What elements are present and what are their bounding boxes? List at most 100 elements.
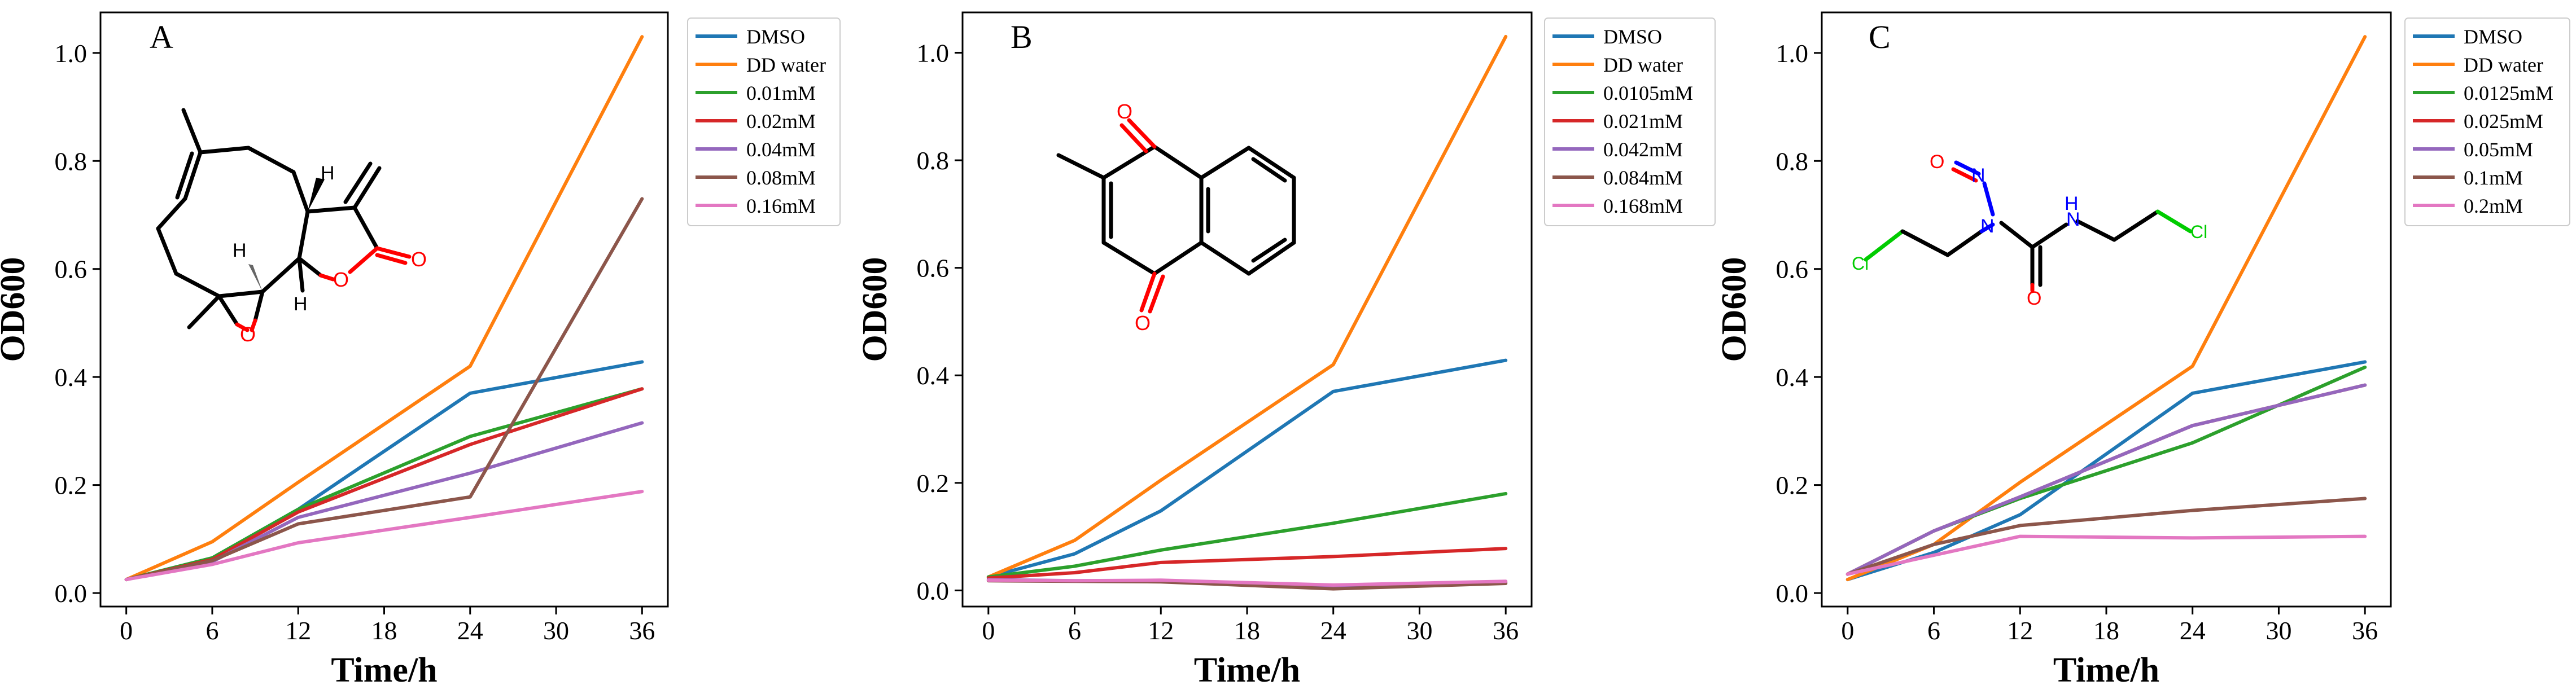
- x-axis-label: Time/h: [331, 651, 437, 689]
- x-tick-label: 0: [120, 616, 133, 645]
- carmustine-structure-icon: O N N H N O Cl Cl: [1852, 151, 2207, 309]
- x-tick-label: 0: [1841, 616, 1854, 645]
- structure-atom: H: [233, 240, 247, 261]
- series-line-dd-water: [124, 35, 644, 582]
- series-line-0.0105mm: [986, 491, 1508, 579]
- legend-box: [2404, 17, 2570, 226]
- series-line-dmso: [986, 358, 1508, 579]
- x-tick-label: 12: [1148, 616, 1174, 645]
- legend-label: DMSO: [2464, 25, 2522, 48]
- panel-letter: A: [150, 19, 173, 55]
- structure-atom: O: [1930, 151, 1944, 173]
- legend: DMSO DD water 0.0125mM 0.025mM 0.05mM 0.1mM 0.…: [2404, 17, 2570, 226]
- structure-atom: N: [2066, 209, 2080, 230]
- y-tick-label: 0.0: [55, 579, 88, 608]
- y-tick-label: 0.8: [55, 147, 88, 175]
- series-line-0.16mm: [124, 490, 644, 582]
- series-line-0.0125mm: [1845, 365, 2367, 576]
- series-line-dd-water: [1845, 35, 2367, 582]
- structure-atom: N: [1971, 165, 1985, 186]
- legend-label: 0.0105mM: [1603, 82, 1693, 104]
- series-line-0.01mm: [124, 387, 644, 582]
- structure-atom: O: [1135, 311, 1151, 335]
- y-tick-label: 0.8: [917, 146, 950, 175]
- legend-label: 0.05mM: [2464, 138, 2533, 161]
- legend: DMSO DD water 0.0105mM 0.021mM 0.042mM 0.084m…: [1544, 17, 1716, 226]
- x-tick-label: 12: [285, 616, 311, 645]
- structure-atom: H: [321, 162, 335, 184]
- legend-label: 0.04mM: [746, 138, 816, 161]
- y-tick-label: 0.0: [917, 576, 950, 605]
- chart-panel-a: 0 6 12 18 24 30 36 0.0 0.2 0.4 0.6 0.8 1.0 Time/h OD60…: [0, 11, 841, 689]
- legend-label: 0.01mM: [746, 82, 816, 104]
- x-tick-label: 36: [629, 616, 655, 645]
- x-tick-label: 30: [543, 616, 569, 645]
- legend-label: DMSO: [1603, 25, 1662, 48]
- structure-atom: H: [294, 293, 308, 315]
- parthenolide-structure-icon: H H H O O O: [156, 108, 427, 346]
- series-lines: [1845, 35, 2367, 582]
- y-tick-label: 0.0: [1776, 579, 1809, 608]
- x-tick-label: 0: [982, 616, 995, 645]
- y-tick-label: 0.2: [55, 471, 88, 500]
- y-tick-label: 1.0: [1776, 39, 1809, 68]
- y-tick-label: 0.4: [55, 363, 88, 392]
- legend-label: 0.0125mM: [2464, 82, 2553, 104]
- y-tick-label: 0.6: [55, 255, 88, 284]
- structure-atom: O: [2027, 288, 2041, 309]
- series-line-0.02mm: [124, 387, 644, 582]
- series-line-0.168mm: [986, 578, 1508, 587]
- legend-label: 0.16mM: [746, 195, 816, 217]
- structure-atom: Cl: [1852, 253, 1869, 274]
- y-axis-label: OD600: [856, 257, 894, 362]
- x-tick-label: 6: [1068, 616, 1081, 645]
- series-line-0.05mm: [1845, 383, 2367, 576]
- y-tick-label: 0.6: [1776, 255, 1809, 284]
- menadione-structure-icon: O O: [1056, 100, 1296, 335]
- structure-atom: O: [411, 248, 427, 271]
- series-lines: [986, 34, 1508, 591]
- y-tick-label: 0.2: [917, 469, 950, 498]
- x-tick-label: 36: [1493, 616, 1519, 645]
- y-tick-label: 0.6: [917, 254, 950, 283]
- y-tick-label: 0.2: [1776, 471, 1809, 500]
- structure-atom: O: [240, 323, 256, 346]
- x-tick-label: 18: [371, 616, 397, 645]
- series-line-0.021mm: [986, 547, 1508, 580]
- legend-label: 0.021mM: [1603, 110, 1683, 133]
- panel-letter: C: [1869, 19, 1891, 55]
- legend-label: 0.2mM: [2464, 195, 2523, 217]
- series-line-0.08mm: [124, 197, 644, 582]
- chart-panel-b: 0 6 12 18 24 30 36 0.0 0.2 0.4 0.6 0.8 1.0 Time/h OD60…: [856, 11, 1716, 689]
- x-tick-label: 12: [2007, 616, 2033, 645]
- legend-label: 0.1mM: [2464, 166, 2523, 189]
- series-line-0.04mm: [124, 421, 644, 582]
- legend-label: DD water: [2464, 54, 2543, 76]
- legend-label: DD water: [1603, 54, 1683, 76]
- legend-box: [1544, 17, 1716, 226]
- x-tick-label: 30: [1406, 616, 1432, 645]
- chart-panel-c: 0 6 12 18 24 30 36 0.0 0.2 0.4 0.6 0.8 1.0 Time/h OD60…: [1715, 11, 2570, 689]
- legend-label: DD water: [746, 54, 826, 76]
- x-tick-label: 24: [1320, 616, 1346, 645]
- x-tick-label: 6: [1927, 616, 1940, 645]
- axes-frame: [99, 11, 669, 608]
- y-tick-label: 0.4: [1776, 363, 1809, 392]
- legend: DMSO DD water 0.01mM 0.02mM 0.04mM 0.08mM 0.16…: [687, 17, 841, 226]
- structure-atom: N: [1980, 216, 1995, 237]
- y-tick-label: 0.4: [917, 361, 950, 390]
- x-tick-label: 36: [2352, 616, 2378, 645]
- series-line-0.2mm: [1845, 534, 2367, 576]
- structure-atom: O: [1117, 100, 1132, 123]
- x-tick-label: 18: [2093, 616, 2119, 645]
- legend-label: 0.042mM: [1603, 138, 1683, 161]
- panel-letter: B: [1011, 19, 1033, 55]
- x-tick-label: 6: [205, 616, 218, 645]
- legend-label: 0.168mM: [1603, 195, 1683, 217]
- x-tick-label: 24: [457, 616, 483, 645]
- legend-label: 0.08mM: [746, 166, 816, 189]
- x-tick-label: 18: [1234, 616, 1260, 645]
- structure-atom: O: [333, 268, 349, 291]
- legend-label: 0.025mM: [2464, 110, 2543, 133]
- x-axis-label: Time/h: [1194, 651, 1300, 689]
